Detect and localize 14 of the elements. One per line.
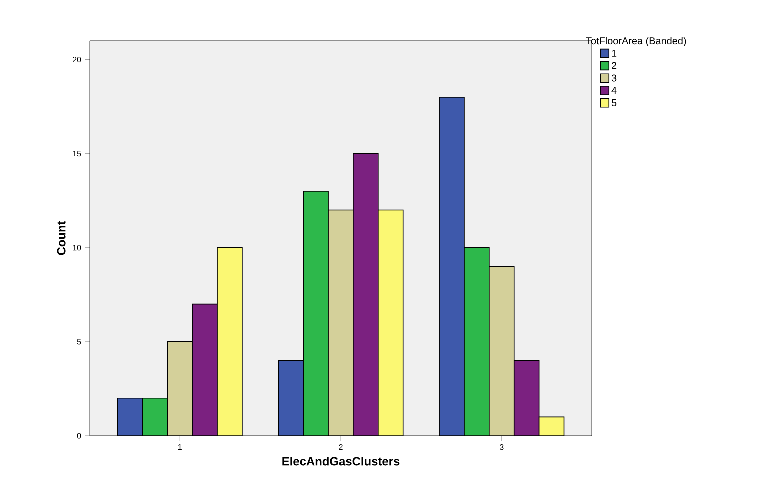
bar [217, 247, 243, 436]
legend-label: 3 [612, 74, 617, 82]
legend-label: 5 [612, 100, 617, 106]
bar [328, 210, 354, 436]
bar [538, 416, 565, 436]
legend-label: 1 [612, 50, 617, 57]
legend-title: TotFloorArea (Banded) [586, 37, 686, 47]
legend-label: 4 [612, 87, 617, 94]
x-axis-title: ElecAndGasClusters [282, 456, 400, 466]
legend-label: 2 [612, 62, 617, 70]
y-axis-title: Count [57, 221, 66, 256]
bar [167, 342, 193, 436]
bar [489, 266, 515, 436]
bar [378, 210, 404, 436]
